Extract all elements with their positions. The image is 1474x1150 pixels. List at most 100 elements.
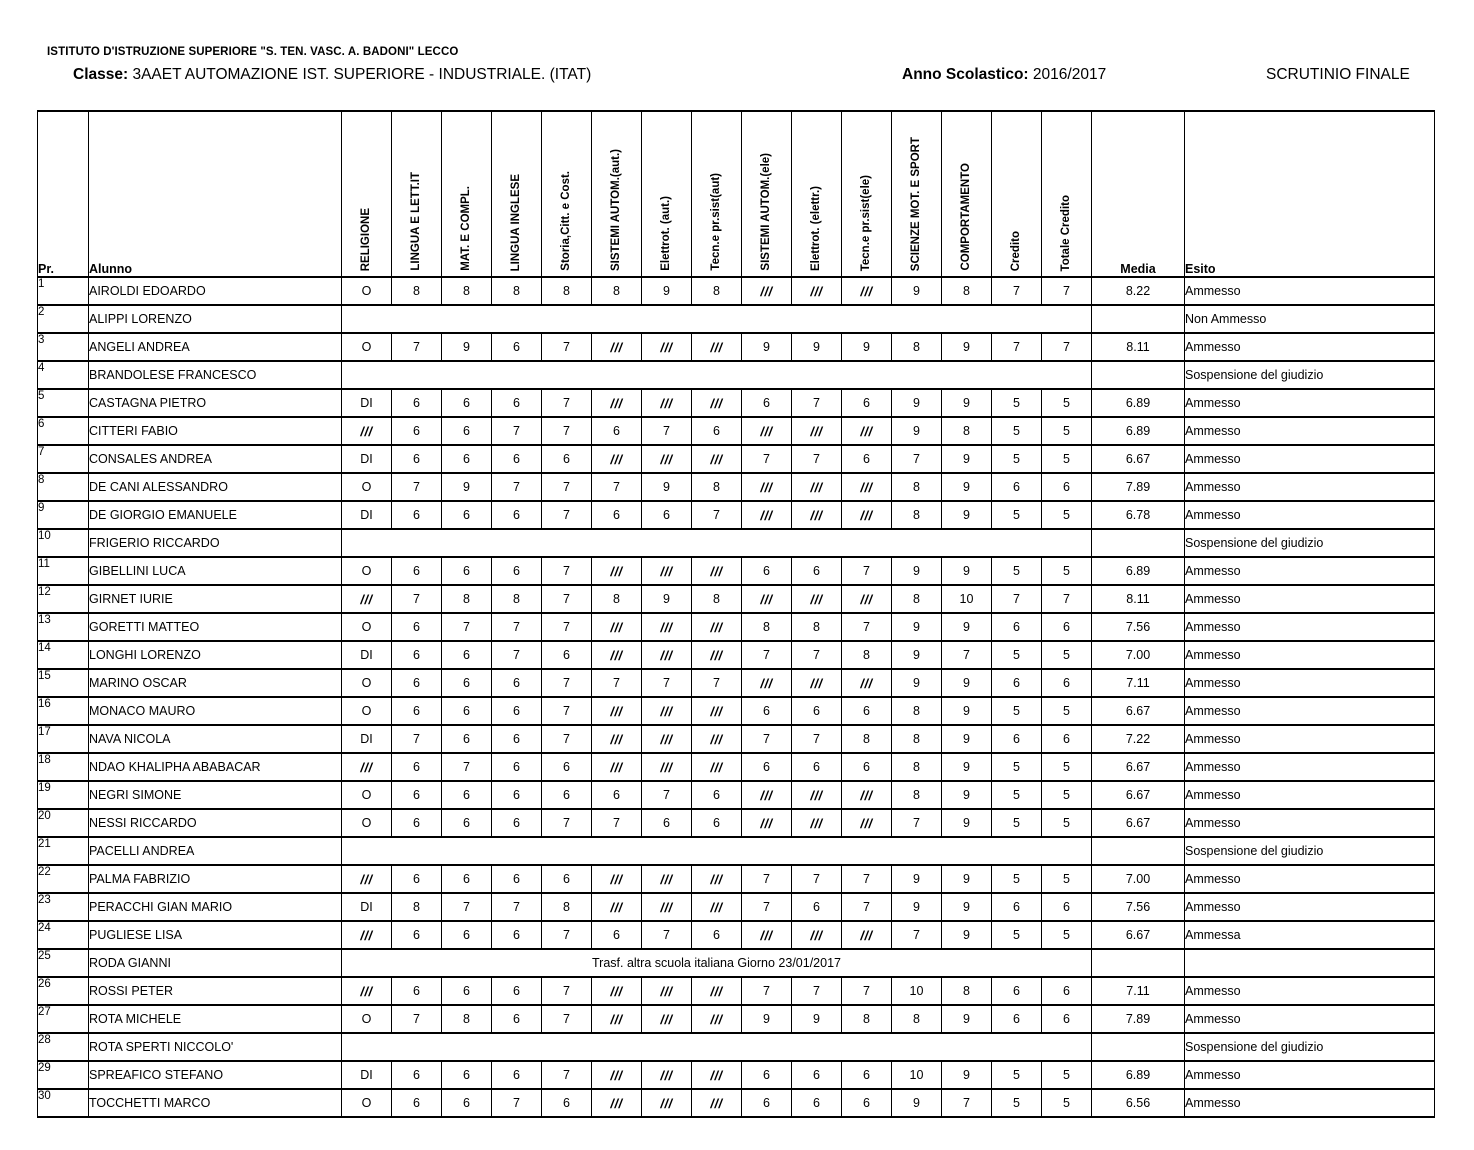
grade-cell: /// <box>591 640 642 670</box>
grade-cell: 6 <box>741 388 792 418</box>
grade-cell: /// <box>791 584 842 614</box>
not-applicable-mark: /// <box>660 759 673 775</box>
not-applicable-mark: /// <box>610 899 623 915</box>
grade-cell: 10 <box>941 584 992 614</box>
esito-cell: Ammesso <box>1184 612 1435 642</box>
student-row: 18 NDAO KHALIPHA ABABACAR///6 7 6 6/////////… <box>37 752 1435 782</box>
grade-cell: DI <box>341 500 392 530</box>
grade-cell: 9 <box>891 276 942 306</box>
grade-cell: 7 <box>891 920 942 950</box>
not-applicable-mark: /// <box>610 1067 623 1083</box>
not-applicable-mark: /// <box>360 871 373 887</box>
grade-cell: 6 <box>391 864 442 894</box>
grade-cell: 7 <box>991 276 1042 306</box>
col-header-subject-9: SISTEMI AUTOM.(ele) <box>741 110 792 278</box>
school-year-value: 2016/2017 <box>1032 66 1107 83</box>
grade-cell: 6 <box>991 668 1042 698</box>
esito-cell: Ammessa <box>1184 920 1435 950</box>
row-number: 21 <box>37 836 89 866</box>
not-applicable-mark: /// <box>660 647 673 663</box>
grade-cell: 6 <box>591 920 642 950</box>
grade-cell: 8 <box>891 696 942 726</box>
media-cell <box>1091 304 1185 334</box>
grade-cell: 8 <box>941 416 992 446</box>
media-cell: 6.89 <box>1091 416 1185 446</box>
grade-cell: /// <box>691 1060 742 1090</box>
grade-cell: 5 <box>991 388 1042 418</box>
not-applicable-mark: /// <box>610 395 623 411</box>
grade-cell: /// <box>641 332 692 362</box>
grade-cell: 6 <box>441 724 492 754</box>
not-applicable-mark: /// <box>810 815 823 831</box>
student-name: CONSALES ANDREA <box>88 444 342 474</box>
school-year-label: Anno Scolastico: <box>902 66 1029 83</box>
row-number: 7 <box>37 444 89 474</box>
not-applicable-mark: /// <box>660 899 673 915</box>
media-cell <box>1091 360 1185 390</box>
grade-cell: 9 <box>891 668 942 698</box>
grade-cell: 7 <box>541 388 592 418</box>
row-number: 16 <box>37 696 89 726</box>
grade-cell: 8 <box>941 276 992 306</box>
grade-cell: /// <box>641 640 692 670</box>
not-applicable-mark: /// <box>660 619 673 635</box>
grade-cell: 6 <box>491 556 542 586</box>
grade-cell: 6 <box>591 416 642 446</box>
not-applicable-mark: /// <box>860 479 873 495</box>
student-name: NDAO KHALIPHA ABABACAR <box>88 752 342 782</box>
grade-cell: 5 <box>991 864 1042 894</box>
grade-cell: /// <box>341 752 392 782</box>
not-applicable-mark: /// <box>660 983 673 999</box>
merged-grades-cell <box>341 360 1092 390</box>
grade-cell: 9 <box>941 612 992 642</box>
grade-cell: 6 <box>491 1004 542 1034</box>
not-applicable-mark: /// <box>760 927 773 943</box>
not-applicable-mark: /// <box>860 283 873 299</box>
grade-cell: 8 <box>891 500 942 530</box>
grade-cell: /// <box>641 388 692 418</box>
esito-cell: Ammesso <box>1184 276 1435 306</box>
grade-cell: /// <box>841 276 892 306</box>
grade-cell: 7 <box>641 668 692 698</box>
not-applicable-mark: /// <box>760 283 773 299</box>
grade-cell: 6 <box>791 1060 842 1090</box>
grade-cell: /// <box>591 892 642 922</box>
col-header-subject-3: MAT. E COMPL. <box>441 110 492 278</box>
grade-cell: /// <box>691 864 742 894</box>
student-row: 5 CASTAGNA PIETRO DI 6 6 6 7/////////6 7 6 9 9 5 5 6.… <box>37 388 1435 418</box>
grade-cell: 9 <box>891 864 942 894</box>
grade-cell: 9 <box>641 276 692 306</box>
grade-cell: 5 <box>1041 1088 1092 1118</box>
grade-cell: 6 <box>441 696 492 726</box>
media-cell <box>1091 1032 1185 1062</box>
grade-cell: DI <box>341 724 392 754</box>
grade-cell: 7 <box>591 668 642 698</box>
student-row: 22 PALMA FABRIZIO///6 6 6 6/////////7 7 7 9 9 5 5 7… <box>37 864 1435 894</box>
col-header-subject-label: Credito <box>1009 230 1022 271</box>
grade-cell: /// <box>591 556 642 586</box>
grade-cell: 8 <box>691 472 742 502</box>
student-name: SPREAFICO STEFANO <box>88 1060 342 1090</box>
not-applicable-mark: /// <box>610 451 623 467</box>
grade-cell: /// <box>641 724 692 754</box>
grade-cell: /// <box>341 920 392 950</box>
grade-cell: /// <box>741 276 792 306</box>
grade-cell: 9 <box>791 1004 842 1034</box>
grade-cell: DI <box>341 640 392 670</box>
grade-cell: 6 <box>791 752 842 782</box>
col-header-subject-5: Storia,Citt. e Cost. <box>541 110 592 278</box>
grade-cell: 9 <box>941 1060 992 1090</box>
grade-cell: 8 <box>441 276 492 306</box>
esito-cell: Ammesso <box>1184 752 1435 782</box>
grade-cell: 7 <box>991 332 1042 362</box>
not-applicable-mark: /// <box>860 815 873 831</box>
grade-cell: DI <box>341 1060 392 1090</box>
grade-cell: 7 <box>791 640 842 670</box>
col-header-subject-label: SCIENZE MOT. E SPORT <box>909 136 922 271</box>
grade-cell: 6 <box>491 752 542 782</box>
grade-cell: 8 <box>541 892 592 922</box>
not-applicable-mark: /// <box>610 1095 623 1111</box>
media-cell: 6.89 <box>1091 1060 1185 1090</box>
media-cell: 6.56 <box>1091 1088 1185 1118</box>
grade-cell: 7 <box>491 640 542 670</box>
